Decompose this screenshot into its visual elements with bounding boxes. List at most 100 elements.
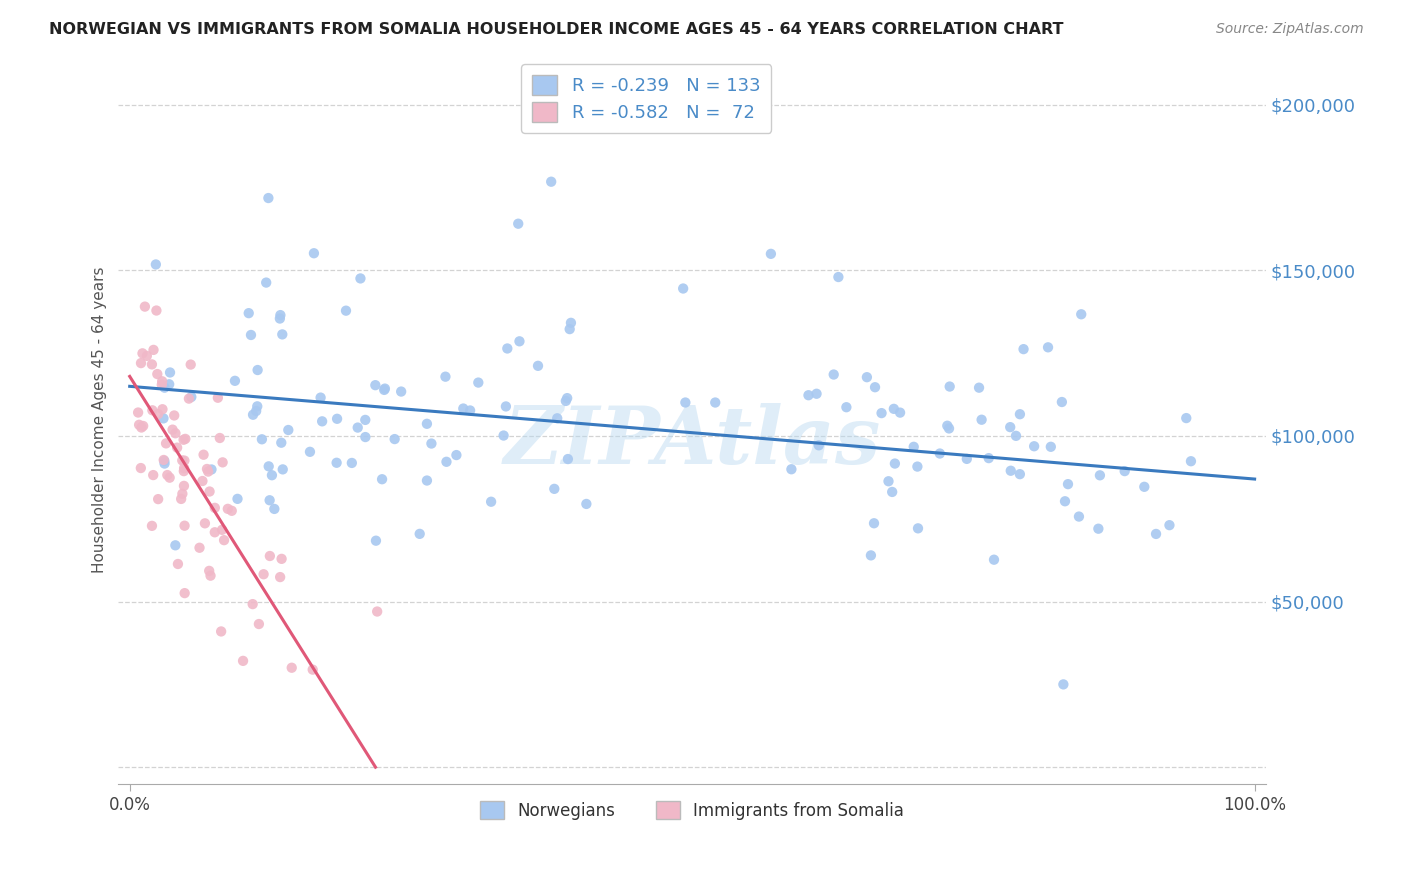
Point [142,343,165,357]
Point [155,436,177,450]
Point [159,366,181,380]
Point [173,518,195,533]
Point [141,403,163,417]
Point [152,411,174,425]
Point [835,401,858,415]
Point [1039,440,1062,454]
Point [246,363,269,377]
Point [166,441,188,455]
Point [467,376,489,390]
Point [863,380,886,394]
Point [221,504,243,518]
Point [1036,340,1059,354]
Point [859,549,882,563]
Point [141,358,163,372]
Point [245,404,267,418]
Point [374,382,396,396]
Point [254,276,277,290]
Point [977,451,1000,466]
Point [371,472,394,486]
Point [127,405,149,419]
Point [165,538,187,552]
Point [416,474,439,488]
Point [856,370,879,384]
Point [142,468,165,483]
Point [135,349,157,363]
Point [546,411,568,425]
Point [298,445,321,459]
Point [673,395,696,409]
Point [159,471,181,485]
Point [1000,464,1022,478]
Point [983,552,1005,566]
Point [211,523,233,537]
Point [1008,467,1031,482]
Point [173,461,195,475]
Point [956,451,979,466]
Point [277,423,299,437]
Point [242,597,264,611]
Point [152,402,174,417]
Point [165,426,187,441]
Point [870,406,893,420]
Point [446,448,468,462]
Point [1005,429,1028,443]
Point [209,624,232,639]
Point [434,369,457,384]
Point [903,440,925,454]
Point [823,368,845,382]
Point [173,586,195,600]
Point [194,516,217,531]
Point [246,400,269,414]
Point [172,453,194,467]
Point [198,484,221,499]
Point [496,342,519,356]
Point [153,454,176,468]
Point [863,516,886,531]
Point [200,568,222,582]
Point [970,413,993,427]
Point [883,401,905,416]
Point [242,408,264,422]
Point [704,395,727,409]
Point [131,420,153,434]
Point [257,191,280,205]
Point [1050,395,1073,409]
Point [326,412,349,426]
Point [152,453,174,467]
Point [882,485,904,500]
Point [146,492,169,507]
Point [1175,411,1198,425]
Point [173,479,195,493]
Point [146,407,169,421]
Point [672,281,695,295]
Point [780,462,803,476]
Point [150,374,173,388]
Point [128,417,150,432]
Point [250,432,273,446]
Point [195,462,218,476]
Point [129,461,152,475]
Point [346,420,368,434]
Point [479,494,502,508]
Point [354,413,377,427]
Point [928,446,950,460]
Point [177,392,200,406]
Point [224,374,246,388]
Point [508,217,530,231]
Point [207,391,229,405]
Point [827,270,849,285]
Point [458,403,481,417]
Point [146,367,169,381]
Point [217,501,239,516]
Point [364,533,387,548]
Point [492,428,515,442]
Point [759,247,782,261]
Point [191,474,214,488]
Point [132,419,155,434]
Point [271,462,294,476]
Point [1180,454,1202,468]
Point [1067,509,1090,524]
Point [905,459,928,474]
Point [602,104,624,119]
